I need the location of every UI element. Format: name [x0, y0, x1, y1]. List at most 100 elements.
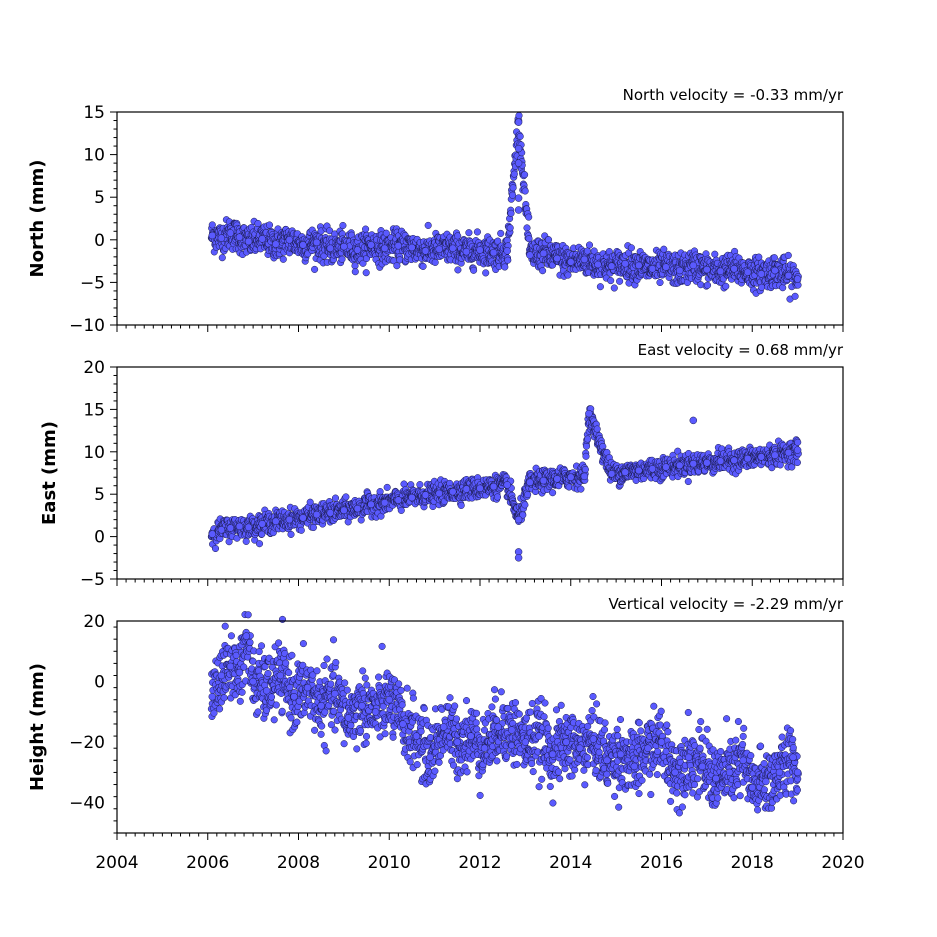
data-point [424, 221, 432, 229]
data-point [593, 425, 601, 433]
data-point [771, 451, 779, 459]
data-point [553, 254, 561, 263]
data-point [340, 506, 348, 515]
y-tick-label: −10 [69, 316, 105, 336]
data-point [577, 485, 585, 493]
data-point [730, 456, 738, 465]
data-point [627, 244, 635, 252]
data-point [408, 493, 416, 502]
data-point [476, 484, 484, 493]
data-point [514, 118, 523, 126]
data-point [217, 526, 226, 534]
y-tick-label: 10 [83, 443, 105, 463]
data-point [506, 224, 514, 232]
data-point [329, 636, 338, 644]
data-point [454, 266, 462, 274]
data-point [521, 501, 529, 509]
data-point [381, 730, 389, 738]
data-point [397, 686, 405, 694]
data-point [326, 509, 335, 517]
data-point [514, 159, 523, 167]
data-point [730, 265, 738, 273]
data-point [508, 191, 517, 199]
data-point [208, 231, 217, 240]
data-point [621, 468, 629, 476]
y-tick-label: −5 [80, 570, 105, 590]
data-point [635, 466, 643, 475]
data-point [242, 537, 250, 545]
data-point [476, 246, 484, 254]
data-point [320, 661, 328, 670]
data-point [394, 496, 403, 504]
data-point [523, 224, 531, 232]
data-point [236, 697, 244, 705]
data-point [309, 523, 317, 532]
data-point [408, 243, 416, 252]
scatter-points [207, 611, 802, 817]
data-point [784, 448, 793, 457]
data-point [610, 284, 618, 292]
data-point [293, 718, 301, 726]
data-point [398, 701, 406, 709]
data-point [660, 245, 668, 253]
data-point [226, 524, 235, 532]
data-point [326, 244, 335, 253]
data-point [794, 281, 802, 289]
data-point [257, 642, 266, 650]
data-point [235, 522, 244, 531]
data-point [515, 112, 523, 120]
data-point [454, 232, 462, 240]
data-point [580, 472, 589, 481]
data-point [359, 259, 367, 267]
y-tick-label: 0 [94, 231, 105, 251]
data-point [504, 256, 512, 264]
y-tick-label: 10 [83, 146, 105, 166]
data-point [361, 674, 369, 682]
data-point [526, 478, 534, 487]
data-point [585, 241, 594, 249]
data-point [353, 745, 361, 753]
data-point [621, 259, 629, 268]
data-point [380, 498, 389, 507]
data-point [322, 747, 330, 755]
data-point [326, 227, 334, 235]
data-point [338, 255, 346, 263]
data-point [489, 482, 498, 491]
data-point [216, 705, 224, 713]
data-point [457, 501, 465, 509]
data-point [567, 258, 575, 266]
data-point [419, 262, 427, 270]
data-point [431, 258, 439, 266]
data-point [254, 708, 262, 716]
data-point [278, 615, 287, 623]
data-point [525, 213, 533, 221]
data-point [353, 246, 362, 254]
data-point [662, 263, 670, 271]
data-point [462, 247, 471, 256]
data-point [340, 740, 348, 748]
data-point [258, 235, 266, 243]
data-point [770, 254, 778, 262]
data-point [771, 266, 779, 275]
data-point [208, 530, 217, 538]
data-point [299, 241, 307, 249]
data-point [514, 515, 523, 524]
data-point [539, 267, 547, 275]
data-point [489, 248, 498, 257]
data-point [378, 642, 386, 650]
data-point [648, 265, 657, 273]
data-point [339, 221, 347, 230]
data-point [270, 716, 278, 724]
data-point [211, 544, 220, 553]
data-point [272, 517, 280, 526]
data-point [779, 284, 787, 292]
data-point [582, 452, 590, 460]
data-point [323, 655, 331, 663]
data-point [794, 438, 802, 446]
scatter-points [207, 112, 802, 303]
data-point [220, 694, 228, 702]
data-point [406, 758, 414, 766]
data-point [327, 680, 335, 688]
data-point [367, 500, 375, 509]
